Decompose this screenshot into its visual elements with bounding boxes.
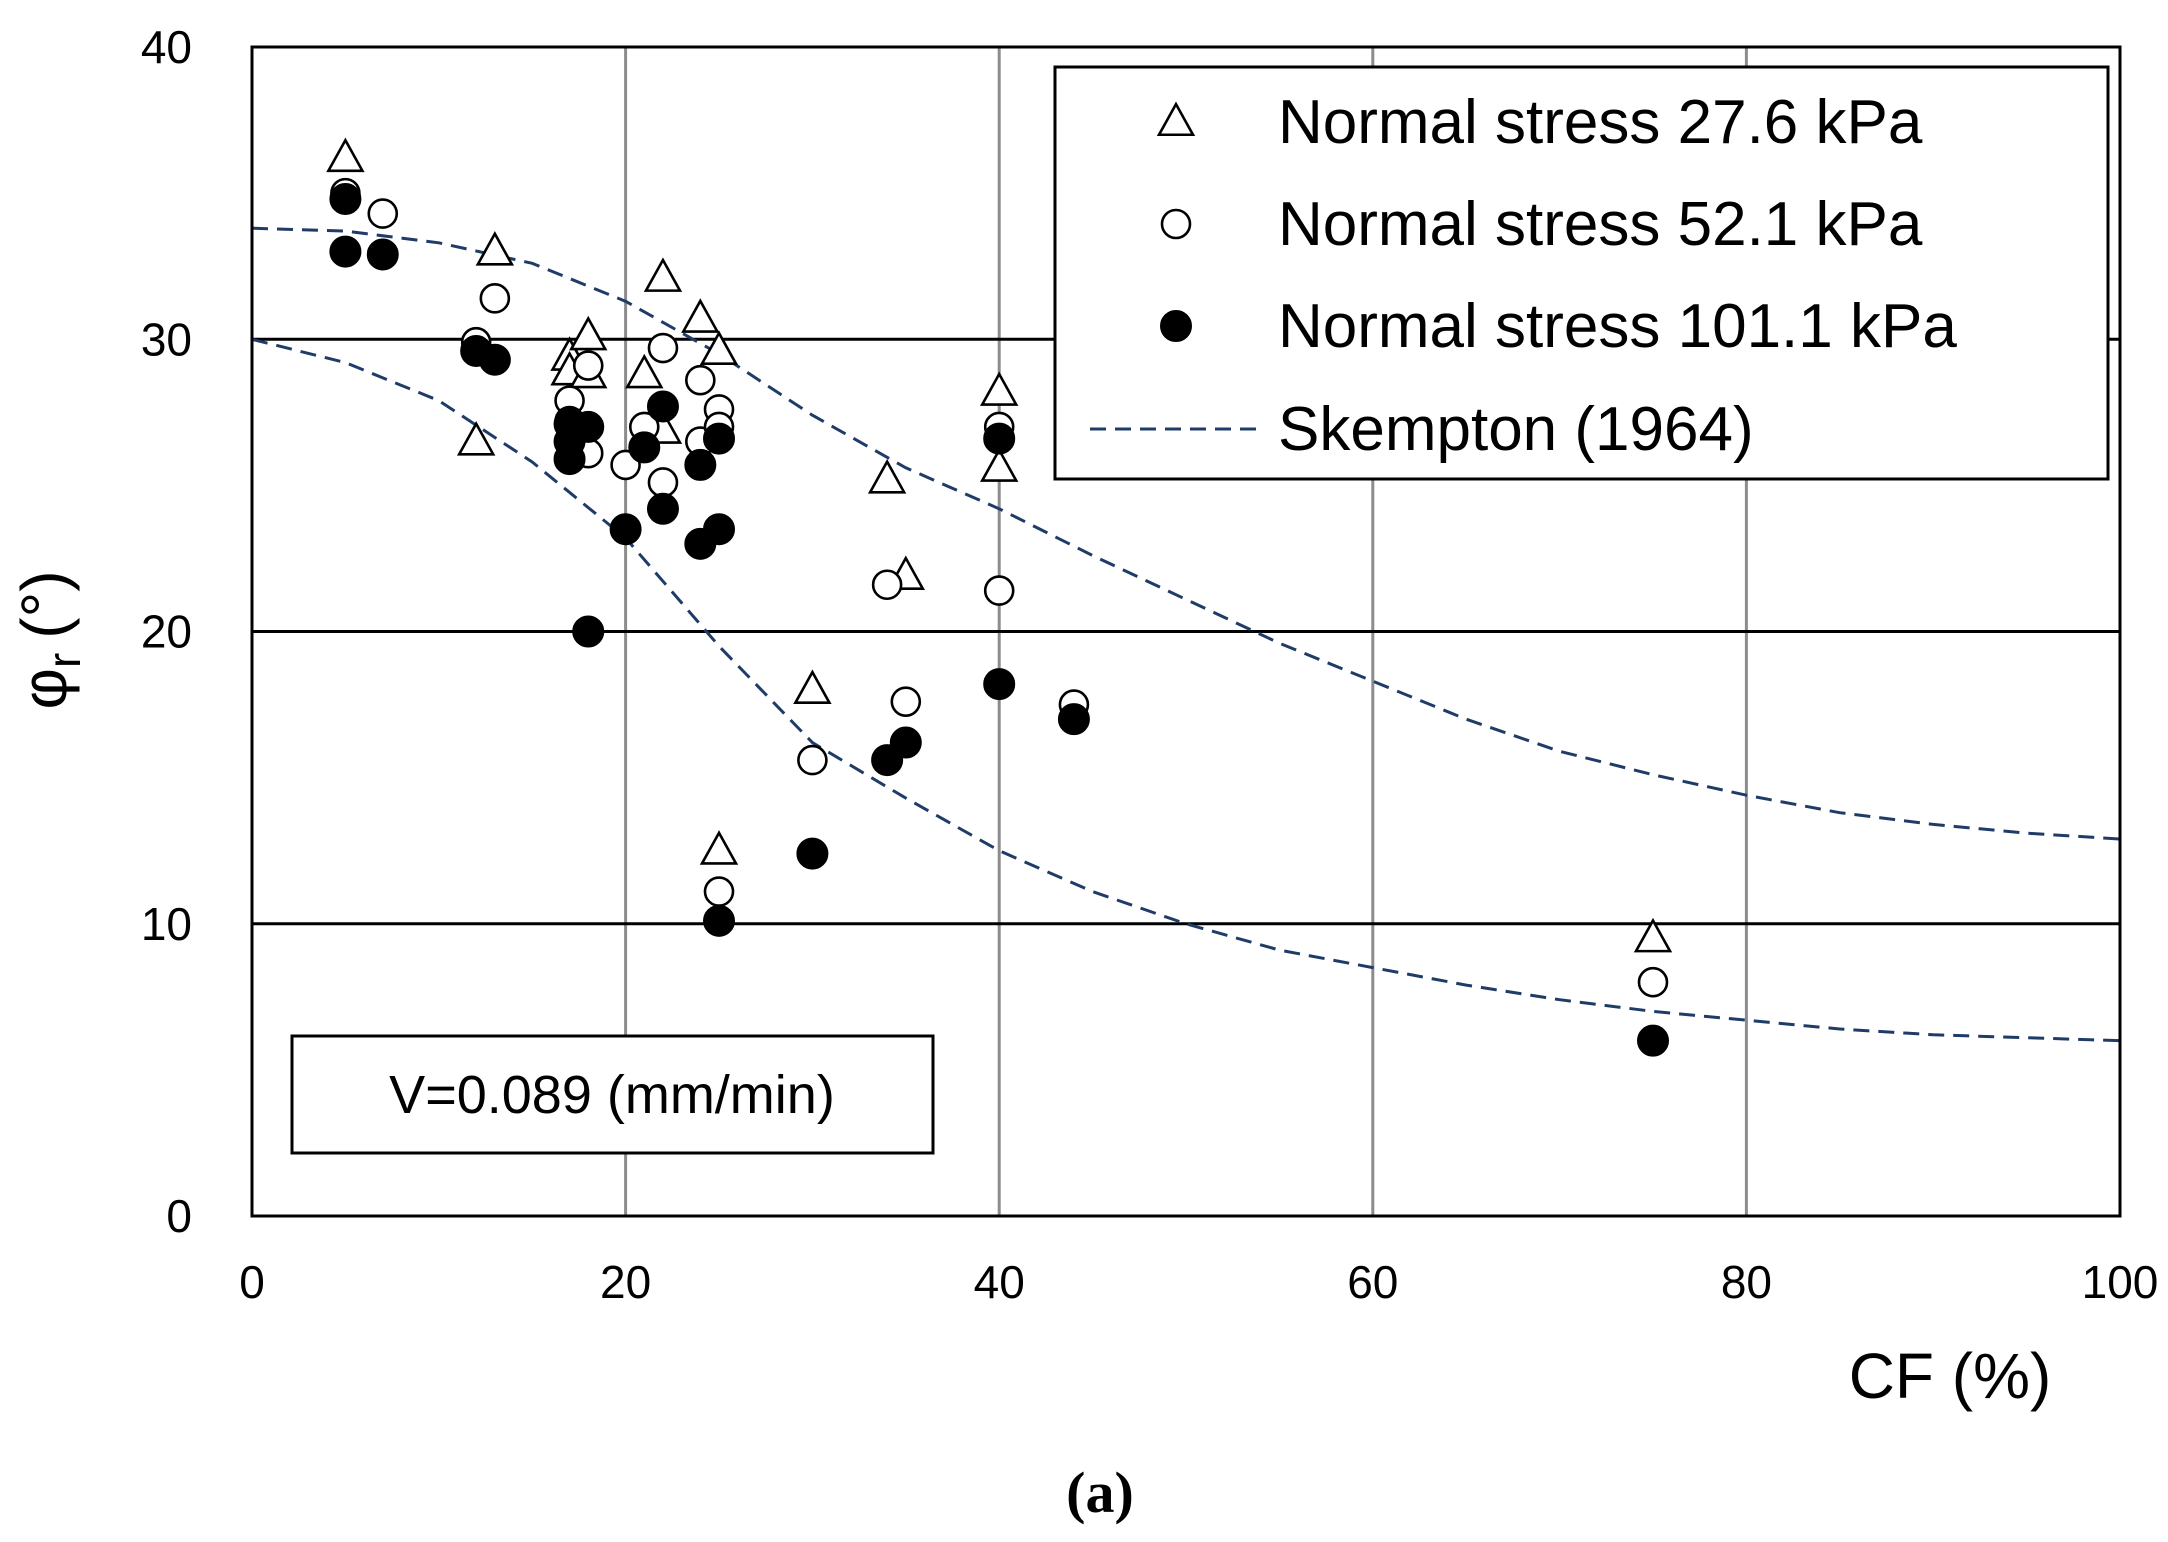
marker-dot-101-1-kpa-10 bbox=[609, 513, 642, 546]
legend: Normal stress 27.6 kPa Normal stress 52.… bbox=[1053, 65, 2110, 481]
marker-circle-52-1-kpa-23 bbox=[1637, 966, 1669, 998]
y-tick-label-10: 10 bbox=[141, 898, 192, 950]
y-axis-title-subscript: r bbox=[38, 653, 90, 668]
marker-triangle-27-6-kpa-7 bbox=[625, 353, 664, 389]
x-tick-label-20: 20 bbox=[600, 1256, 651, 1308]
marker-dot-101-1-kpa-1 bbox=[329, 235, 362, 268]
legend-symbol-triangle-27-6-kpa bbox=[1156, 101, 1196, 137]
y-tick-label-40: 40 bbox=[141, 21, 192, 73]
y-tick-label-0: 0 bbox=[166, 1190, 192, 1242]
legend-symbols bbox=[1090, 101, 1262, 431]
marker-circle-52-1-kpa-16 bbox=[703, 876, 735, 907]
marker-dot-101-1-kpa-11 bbox=[628, 431, 661, 464]
marker-dot-101-1-kpa-16 bbox=[703, 422, 735, 455]
marker-circle-52-1-kpa-18 bbox=[871, 569, 903, 601]
y-tick-label-20: 20 bbox=[141, 606, 192, 658]
legend-symbol-circle-52-1-kpa bbox=[1160, 208, 1192, 240]
data-markers bbox=[326, 137, 1673, 1057]
legend-label-101-1: Normal stress 101.1 kPa bbox=[1278, 292, 1957, 361]
figure-caption: (a) bbox=[1066, 1460, 1134, 1525]
legend-symbol-dot-101-1-kpa bbox=[1160, 310, 1192, 342]
x-tick-label-80: 80 bbox=[1721, 1256, 1772, 1308]
marker-dot-101-1-kpa-13 bbox=[646, 492, 679, 525]
marker-circle-52-1-kpa-12 bbox=[685, 364, 716, 396]
marker-dot-101-1-kpa-12 bbox=[646, 390, 679, 423]
x-tick-label-60: 60 bbox=[1347, 1256, 1398, 1308]
y-tick-label-30: 30 bbox=[141, 313, 192, 365]
legend-label-skempton: Skempton (1964) bbox=[1278, 395, 1754, 464]
marker-triangle-27-6-kpa-12 bbox=[699, 830, 739, 865]
marker-dot-101-1-kpa-18 bbox=[703, 904, 735, 937]
skempton-curve-lower bbox=[251, 337, 2121, 1043]
skempton-curves bbox=[251, 226, 2121, 1043]
marker-dot-101-1-kpa-7 bbox=[553, 443, 586, 476]
marker-dot-101-1-kpa-21 bbox=[889, 726, 922, 759]
legend-box bbox=[1053, 65, 2110, 481]
marker-dot-101-1-kpa-24 bbox=[1057, 703, 1090, 736]
marker-dot-101-1-kpa-17 bbox=[703, 513, 735, 546]
marker-triangle-27-6-kpa-16 bbox=[979, 371, 1019, 406]
marker-circle-52-1-kpa-11 bbox=[647, 467, 679, 498]
marker-circle-52-1-kpa-21 bbox=[983, 575, 1015, 606]
marker-triangle-27-6-kpa-13 bbox=[793, 669, 832, 705]
x-axis-title: CF (%) bbox=[1849, 1340, 2052, 1412]
marker-dot-101-1-kpa-19 bbox=[796, 837, 829, 870]
svg-text:φr(°): φr (°) bbox=[8, 570, 90, 709]
tick-labels: 0 20 40 60 80 100 0 10 20 30 40 bbox=[141, 21, 2159, 1308]
marker-dot-101-1-kpa-0 bbox=[329, 182, 362, 215]
marker-circle-52-1-kpa-10 bbox=[647, 332, 679, 364]
marker-dot-101-1-kpa-9 bbox=[572, 615, 605, 648]
marker-dot-101-1-kpa-8 bbox=[572, 410, 605, 443]
y-axis-title: φr (°) bbox=[8, 570, 90, 709]
y-axis-title-unit: (°) bbox=[8, 570, 80, 638]
marker-dot-101-1-kpa-22 bbox=[983, 422, 1016, 455]
marker-circle-52-1-kpa-17 bbox=[797, 744, 828, 776]
marker-dot-101-1-kpa-25 bbox=[1637, 1024, 1669, 1057]
velocity-note-text: V=0.089 (mm/min) bbox=[389, 1065, 835, 1125]
marker-triangle-27-6-kpa-17 bbox=[979, 447, 1019, 482]
velocity-note-box bbox=[290, 1034, 935, 1155]
plot-area-frame bbox=[250, 45, 2122, 1218]
marker-circle-52-1-kpa-3 bbox=[479, 283, 511, 314]
x-tick-label-40: 40 bbox=[974, 1256, 1025, 1308]
marker-dot-101-1-kpa-4 bbox=[478, 343, 511, 376]
marker-triangle-27-6-kpa-14 bbox=[867, 459, 907, 494]
marker-dot-101-1-kpa-14 bbox=[684, 448, 717, 481]
y-axis-title-symbol: φ bbox=[8, 668, 80, 710]
marker-triangle-27-6-kpa-1 bbox=[456, 421, 496, 456]
marker-triangle-27-6-kpa-5 bbox=[569, 315, 608, 351]
marker-triangle-27-6-kpa-2 bbox=[475, 231, 515, 266]
marker-triangle-27-6-kpa-11 bbox=[699, 330, 739, 365]
marker-triangle-27-6-kpa-0 bbox=[326, 137, 365, 173]
marker-circle-52-1-kpa-1 bbox=[367, 198, 399, 229]
legend-label-27-6: Normal stress 27.6 kPa bbox=[1278, 88, 1923, 157]
marker-dot-101-1-kpa-23 bbox=[983, 668, 1016, 701]
marker-dot-101-1-kpa-2 bbox=[366, 238, 399, 271]
x-tick-label-0: 0 bbox=[239, 1256, 265, 1308]
legend-label-52-1: Normal stress 52.1 kPa bbox=[1278, 190, 1923, 259]
velocity-note: V=0.089 (mm/min) bbox=[290, 1034, 935, 1155]
marker-circle-52-1-kpa-6 bbox=[572, 350, 604, 381]
skempton-curve-upper bbox=[251, 226, 2121, 841]
x-tick-label-100: 100 bbox=[2082, 1256, 2159, 1308]
marker-triangle-27-6-kpa-8 bbox=[643, 257, 683, 292]
marker-circle-52-1-kpa-19 bbox=[890, 686, 922, 717]
marker-triangle-27-6-kpa-10 bbox=[681, 298, 720, 333]
marker-triangle-27-6-kpa-18 bbox=[1633, 917, 1673, 953]
